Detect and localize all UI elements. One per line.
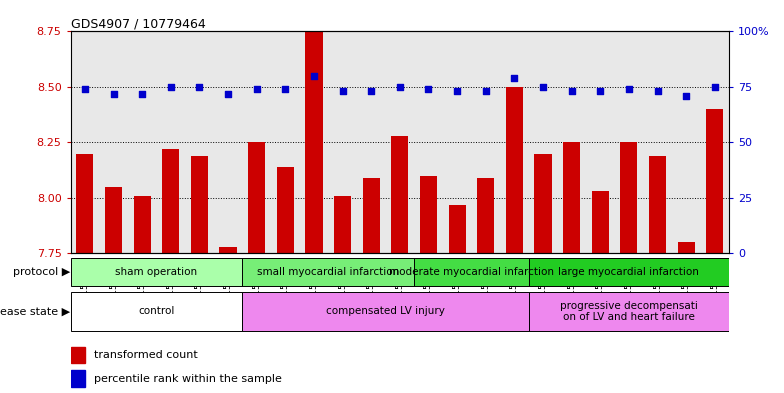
Bar bbox=[706, 109, 724, 253]
Point bbox=[508, 75, 521, 81]
Point bbox=[193, 84, 205, 90]
Point bbox=[107, 90, 120, 97]
Text: protocol ▶: protocol ▶ bbox=[13, 267, 71, 277]
Text: GDS4907 / 10779464: GDS4907 / 10779464 bbox=[71, 17, 205, 30]
Point bbox=[165, 84, 177, 90]
Point bbox=[594, 88, 607, 95]
Point bbox=[480, 88, 492, 95]
Text: moderate myocardial infarction: moderate myocardial infarction bbox=[389, 267, 554, 277]
Text: disease state ▶: disease state ▶ bbox=[0, 307, 71, 316]
Point bbox=[307, 73, 320, 79]
Bar bbox=[677, 242, 695, 253]
Bar bbox=[363, 178, 379, 253]
Text: progressive decompensati
on of LV and heart failure: progressive decompensati on of LV and he… bbox=[560, 301, 698, 322]
Point bbox=[423, 86, 435, 92]
Bar bbox=[649, 156, 666, 253]
Bar bbox=[133, 196, 151, 253]
Bar bbox=[620, 143, 637, 253]
Bar bbox=[71, 370, 85, 387]
Bar bbox=[76, 154, 93, 253]
Text: large myocardial infarction: large myocardial infarction bbox=[558, 267, 699, 277]
Point bbox=[537, 84, 550, 90]
Text: compensated LV injury: compensated LV injury bbox=[326, 307, 445, 316]
Bar bbox=[220, 247, 237, 253]
Bar bbox=[420, 176, 437, 253]
Point bbox=[279, 86, 292, 92]
Point bbox=[365, 88, 377, 95]
Bar bbox=[162, 149, 180, 253]
Text: percentile rank within the sample: percentile rank within the sample bbox=[93, 374, 281, 384]
Point bbox=[451, 88, 463, 95]
Point bbox=[136, 90, 148, 97]
Bar bbox=[248, 143, 265, 253]
Bar bbox=[105, 187, 122, 253]
Bar bbox=[477, 178, 495, 253]
Point bbox=[652, 88, 664, 95]
Point bbox=[78, 86, 91, 92]
Bar bbox=[592, 191, 609, 253]
Bar bbox=[191, 156, 208, 253]
Bar bbox=[563, 143, 580, 253]
Text: small myocardial infarction: small myocardial infarction bbox=[257, 267, 399, 277]
FancyBboxPatch shape bbox=[528, 258, 729, 286]
Point bbox=[565, 88, 578, 95]
Point bbox=[336, 88, 349, 95]
Point bbox=[222, 90, 234, 97]
FancyBboxPatch shape bbox=[242, 292, 528, 331]
Point bbox=[709, 84, 721, 90]
Point bbox=[394, 84, 406, 90]
Bar bbox=[305, 31, 322, 253]
FancyBboxPatch shape bbox=[71, 292, 242, 331]
Text: transformed count: transformed count bbox=[93, 350, 198, 360]
Bar bbox=[277, 167, 294, 253]
Point bbox=[250, 86, 263, 92]
Point bbox=[622, 86, 635, 92]
FancyBboxPatch shape bbox=[242, 258, 414, 286]
Text: control: control bbox=[138, 307, 175, 316]
Text: sham operation: sham operation bbox=[115, 267, 198, 277]
Bar bbox=[71, 347, 85, 363]
Bar bbox=[391, 136, 408, 253]
Bar bbox=[535, 154, 552, 253]
Bar bbox=[448, 205, 466, 253]
Point bbox=[680, 93, 692, 99]
Bar bbox=[506, 87, 523, 253]
FancyBboxPatch shape bbox=[528, 292, 729, 331]
Bar bbox=[334, 196, 351, 253]
FancyBboxPatch shape bbox=[71, 258, 242, 286]
FancyBboxPatch shape bbox=[414, 258, 528, 286]
